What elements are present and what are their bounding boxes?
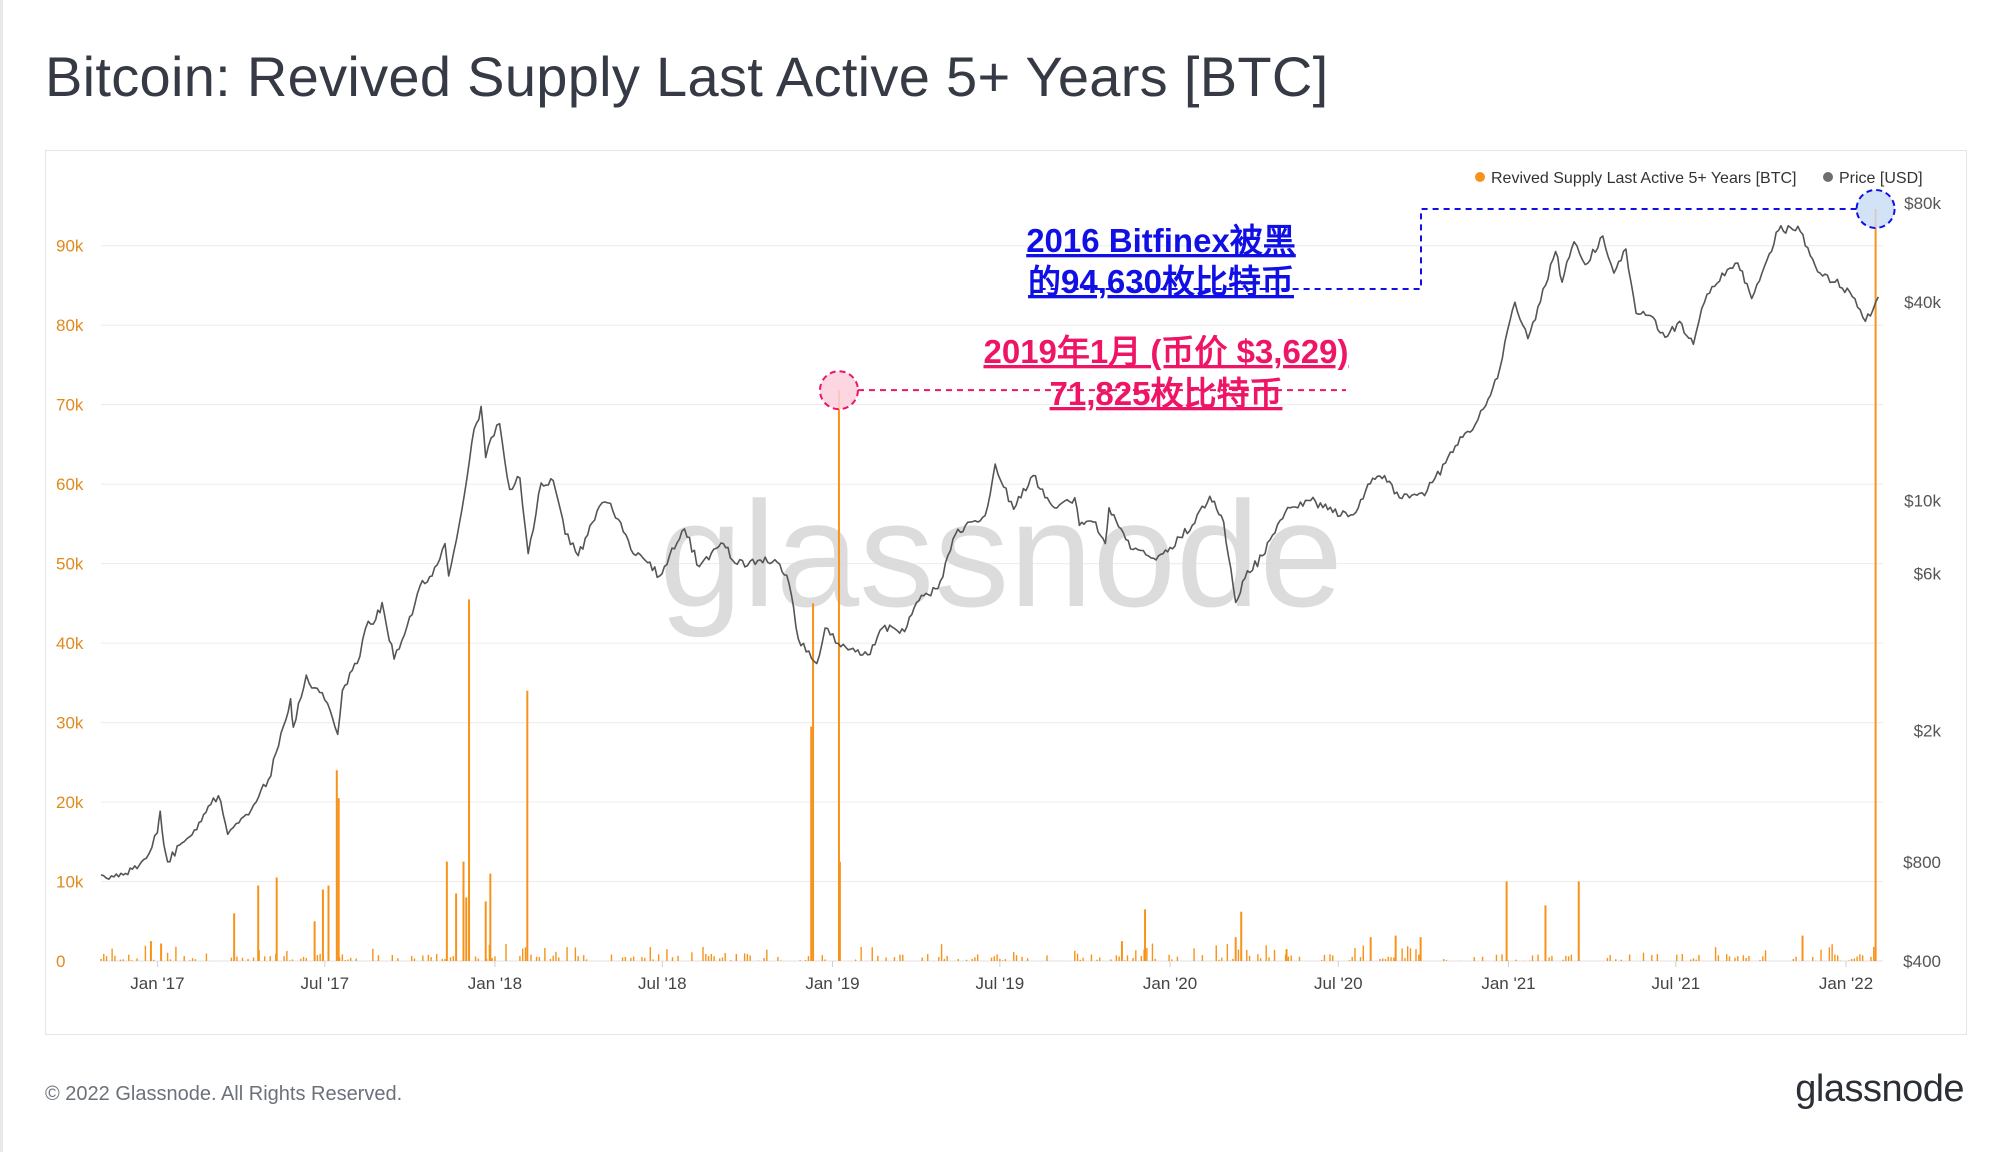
left-axis-tick-label: 20k <box>56 793 84 812</box>
bitfinex-annotation-line2: 的94,630枚比特币 <box>1028 263 1294 300</box>
bitfinex-highlight-circle <box>1855 188 1896 229</box>
right-axis-tick-label: $80k <box>1904 194 1941 213</box>
left-axis-tick-label: 10k <box>56 873 84 892</box>
price-line <box>100 224 1880 880</box>
left-axis-tick-label: 30k <box>56 714 84 733</box>
x-axis-tick-label: Jan '17 <box>130 974 184 993</box>
right-axis-tick-label: $6k <box>1914 565 1942 584</box>
left-axis-tick-label: 60k <box>56 475 84 494</box>
x-axis-tick-label: Jan '20 <box>1143 974 1197 993</box>
revived-supply-bars <box>100 208 1877 961</box>
x-axis-tick-label: Jan '18 <box>468 974 522 993</box>
right-axis-tick-label: $40k <box>1904 293 1941 312</box>
x-axis-tick-label: Jul '17 <box>300 974 349 993</box>
glassnode-logo[interactable]: glassnode <box>1795 1068 1964 1110</box>
left-axis-tick-label: 50k <box>56 555 84 574</box>
x-axis-tick-label: Jul '19 <box>976 974 1025 993</box>
bitfinex-leader-line <box>1038 207 1857 290</box>
left-edge-rule <box>0 0 3 1152</box>
chart-panel: glassnode 0 10k 20k 30k 40k 50k 60k 70k 80k 90k $4… <box>45 150 1967 1035</box>
x-axis-tick-label: Jul '21 <box>1652 974 1701 993</box>
chart-title: Bitcoin: Revived Supply Last Active 5+ Y… <box>45 45 1329 108</box>
legend-dot-price <box>1823 172 1833 182</box>
left-axis-tick-label: 40k <box>56 634 84 653</box>
legend-label-revived-supply[interactable]: Revived Supply Last Active 5+ Years [BTC… <box>1491 170 1797 187</box>
left-axis-tick-label: 80k <box>56 316 84 335</box>
x-axis-tick-label: Jan '21 <box>1481 974 1535 993</box>
left-axis-tick-label: 90k <box>56 237 84 256</box>
x-axis-tick-label: Jul '20 <box>1314 974 1363 993</box>
footer-copyright: © 2022 Glassnode. All Rights Reserved. <box>45 1083 403 1105</box>
x-axis-tick-label: Jan '22 <box>1819 974 1873 993</box>
x-axis-tick-label: Jul '18 <box>638 974 687 993</box>
right-axis-tick-label: $800 <box>1903 853 1941 872</box>
bitfinex-annotation-line1: 2016 Bitfinex被黑 <box>1026 222 1296 259</box>
axes-layer: 0 10k 20k 30k 40k 50k 60k 70k 80k 90k $400 $800 $2k $… <box>56 194 1941 993</box>
right-axis-tick-label: $2k <box>1914 722 1942 741</box>
left-axis-tick-label: 70k <box>56 396 84 415</box>
chart-svg: glassnode 0 10k 20k 30k 40k 50k 60k 70k 80k 90k $4… <box>56 170 1941 993</box>
jan2019-highlight-circle <box>818 370 859 411</box>
legend[interactable]: Revived Supply Last Active 5+ Years [BTC… <box>1475 170 1923 187</box>
legend-dot-revived-supply <box>1475 172 1485 182</box>
price-line-layer <box>100 224 1880 880</box>
right-axis-tick-label: $10k <box>1904 491 1941 510</box>
left-axis-tick-label: 0 <box>56 952 65 971</box>
x-axis-tick-label: Jan '19 <box>805 974 859 993</box>
legend-label-price[interactable]: Price [USD] <box>1839 170 1923 187</box>
jan2019-annotation-line2: 71,825枚比特币 <box>1050 375 1283 412</box>
glassnode-watermark: glassnode <box>659 470 1343 638</box>
jan2019-annotation-line1: 2019年1月 (币价 $3,629) <box>983 333 1348 370</box>
right-axis-tick-label: $400 <box>1903 952 1941 971</box>
